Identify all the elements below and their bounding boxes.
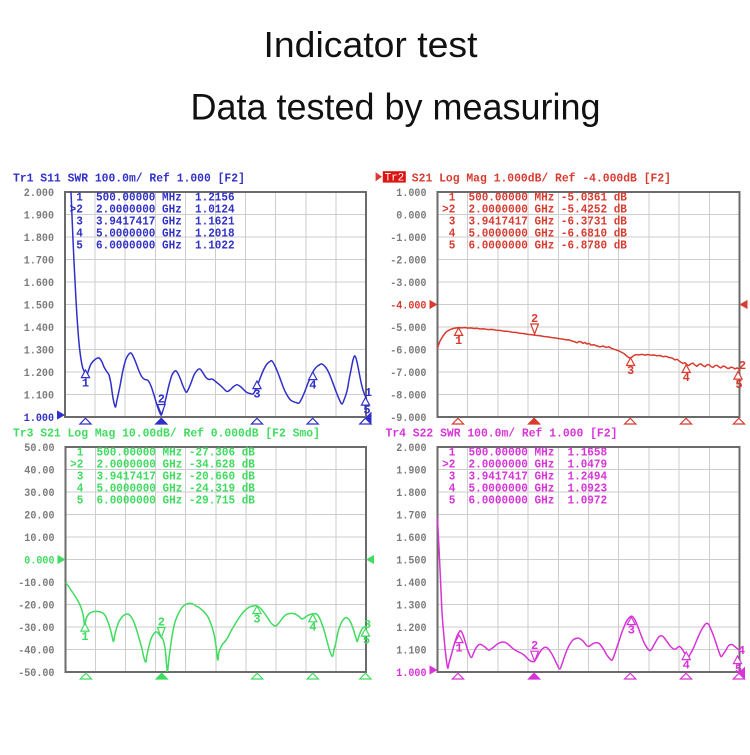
svg-text:5: 5 [363, 634, 370, 648]
svg-text:4 5.0000000 GHz 1.2018: 4 5.0000000 GHz 1.2018 [70, 227, 235, 241]
svg-text:3 3.9417417 GHz -6.3731 dB: 3 3.9417417 GHz -6.3731 dB [442, 215, 627, 229]
svg-text:5: 5 [363, 404, 370, 418]
svg-text:-8.000: -8.000 [390, 390, 426, 402]
svg-text:5 6.0000000 GHz -29.715 dB: 5 6.0000000 GHz -29.715 dB [70, 494, 255, 508]
svg-text:-7.000: -7.000 [390, 368, 426, 380]
svg-text:>2 2.0000000 GHz 1.0479: >2 2.0000000 GHz 1.0479 [442, 458, 607, 472]
svg-text:3 3.9417417 GHz 1.2494: 3 3.9417417 GHz 1.2494 [442, 470, 607, 484]
svg-text:1.000: 1.000 [396, 668, 426, 680]
svg-text:Tr3 S21 Log Mag 10.00dB/ Ref 0: Tr3 S21 Log Mag 10.00dB/ Ref 0.000dB [F2… [13, 427, 320, 441]
svg-text:Tr1 S11 SWR 100.0m/ Ref 1.000: Tr1 S11 SWR 100.0m/ Ref 1.000 [F2] [13, 172, 245, 186]
svg-text:1.100: 1.100 [24, 390, 54, 402]
svg-text:3: 3 [628, 623, 635, 637]
svg-text:Tr2: Tr2 [385, 172, 405, 184]
svg-text:40.00: 40.00 [24, 465, 54, 477]
svg-text:1 500.00000 MHz -27.306 dB: 1 500.00000 MHz -27.306 dB [70, 446, 255, 460]
svg-text:>2 2.0000000 GHz -5.4252 dB: >2 2.0000000 GHz -5.4252 dB [442, 203, 627, 217]
svg-text:1.400: 1.400 [24, 323, 54, 335]
svg-text:1 500.00000 MHz 1.2156: 1 500.00000 MHz 1.2156 [70, 191, 235, 205]
svg-text:1.500: 1.500 [396, 555, 426, 567]
svg-text:1.600: 1.600 [396, 533, 426, 545]
svg-text:3: 3 [627, 364, 634, 378]
svg-text:-10.00: -10.00 [18, 578, 54, 590]
svg-text:1.300: 1.300 [24, 345, 54, 357]
svg-text:-4.000: -4.000 [390, 300, 426, 312]
svg-text:4: 4 [683, 658, 690, 672]
svg-text:-30.00: -30.00 [18, 623, 54, 635]
svg-text:1.700: 1.700 [396, 510, 426, 522]
svg-text:3: 3 [253, 612, 260, 626]
svg-text:1.100: 1.100 [396, 645, 426, 657]
svg-text:1.000: 1.000 [24, 413, 54, 425]
svg-text:2: 2 [531, 312, 538, 326]
svg-text:4 5.0000000 GHz 1.0923: 4 5.0000000 GHz 1.0923 [442, 482, 607, 496]
svg-text:-9.000: -9.000 [390, 413, 426, 425]
svg-text:-50.00: -50.00 [18, 668, 54, 680]
svg-text:1.400: 1.400 [396, 578, 426, 590]
svg-text:1.600: 1.600 [24, 278, 54, 290]
svg-text:4: 4 [683, 371, 690, 385]
svg-text:0.000: 0.000 [24, 555, 54, 567]
svg-text:5 6.0000000 GHz 1.1022: 5 6.0000000 GHz 1.1022 [70, 239, 235, 253]
svg-text:3 3.9417417 GHz 1.1621: 3 3.9417417 GHz 1.1621 [70, 215, 235, 229]
svg-text:2: 2 [158, 393, 165, 407]
svg-text:1.000: 1.000 [396, 188, 426, 200]
svg-text:5: 5 [735, 663, 742, 677]
svg-text:2: 2 [158, 616, 165, 630]
svg-text:Indicator test: Indicator test [264, 24, 478, 65]
svg-text:-1.000: -1.000 [390, 233, 426, 245]
svg-text:10.00: 10.00 [24, 533, 54, 545]
svg-text:1.800: 1.800 [24, 233, 54, 245]
svg-text:>2 2.0000000 GHz 1.0124: >2 2.0000000 GHz 1.0124 [70, 203, 235, 217]
svg-text:2.000: 2.000 [24, 188, 54, 200]
svg-text:1.700: 1.700 [24, 255, 54, 267]
svg-text:3: 3 [253, 387, 260, 401]
svg-text:1.500: 1.500 [24, 300, 54, 312]
svg-text:4 5.0000000 GHz -6.6810 dB: 4 5.0000000 GHz -6.6810 dB [442, 227, 627, 241]
svg-text:1: 1 [82, 376, 89, 390]
svg-text:-5.000: -5.000 [390, 323, 426, 335]
svg-text:4: 4 [309, 621, 316, 635]
svg-text:1: 1 [455, 334, 462, 348]
svg-text:1 500.00000 MHz -5.0361 dB: 1 500.00000 MHz -5.0361 dB [442, 191, 627, 205]
svg-text:1.900: 1.900 [24, 210, 54, 222]
svg-text:Data tested by measuring: Data tested by measuring [191, 87, 601, 128]
svg-text:1.200: 1.200 [24, 368, 54, 380]
svg-text:5 6.0000000 GHz -6.8780 dB: 5 6.0000000 GHz -6.8780 dB [442, 239, 627, 253]
svg-text:2.000: 2.000 [396, 443, 426, 455]
svg-text:1 500.00000 MHz 1.1658: 1 500.00000 MHz 1.1658 [442, 446, 607, 460]
svg-text:1: 1 [81, 630, 88, 644]
svg-text:1: 1 [365, 386, 372, 400]
svg-text:2: 2 [531, 639, 538, 653]
svg-text:-3.000: -3.000 [390, 278, 426, 290]
svg-text:-20.00: -20.00 [18, 600, 54, 612]
svg-text:S21 Log Mag 1.000dB/ Ref -4.00: S21 Log Mag 1.000dB/ Ref -4.000dB [F2] [412, 172, 671, 186]
svg-text:4: 4 [309, 378, 316, 392]
svg-text:Tr4 S22 SWR 100.0m/ Ref 1.000: Tr4 S22 SWR 100.0m/ Ref 1.000 [F2] [386, 427, 618, 441]
svg-text:20.00: 20.00 [24, 510, 54, 522]
svg-text:1.200: 1.200 [396, 623, 426, 635]
svg-text:3: 3 [364, 618, 371, 632]
svg-text:4 5.0000000 GHz -24.319 dB: 4 5.0000000 GHz -24.319 dB [70, 482, 255, 496]
svg-text:1.800: 1.800 [396, 488, 426, 500]
svg-text:3 3.9417417 GHz -20.660 dB: 3 3.9417417 GHz -20.660 dB [70, 470, 255, 484]
svg-text:4: 4 [738, 644, 745, 658]
svg-text:30.00: 30.00 [24, 488, 54, 500]
svg-text:50.00: 50.00 [24, 443, 54, 455]
svg-text:1: 1 [455, 641, 462, 655]
svg-text:>2 2.0000000 GHz -34.628 dB: >2 2.0000000 GHz -34.628 dB [70, 458, 255, 472]
svg-text:-6.000: -6.000 [390, 345, 426, 357]
svg-text:2: 2 [739, 359, 746, 373]
svg-text:0.000: 0.000 [396, 210, 426, 222]
svg-text:1.900: 1.900 [396, 465, 426, 477]
svg-text:5: 5 [735, 378, 742, 392]
svg-text:1.300: 1.300 [396, 600, 426, 612]
svg-text:-2.000: -2.000 [390, 255, 426, 267]
svg-text:5 6.0000000 GHz 1.0972: 5 6.0000000 GHz 1.0972 [442, 494, 607, 508]
svg-text:-40.00: -40.00 [18, 645, 54, 657]
